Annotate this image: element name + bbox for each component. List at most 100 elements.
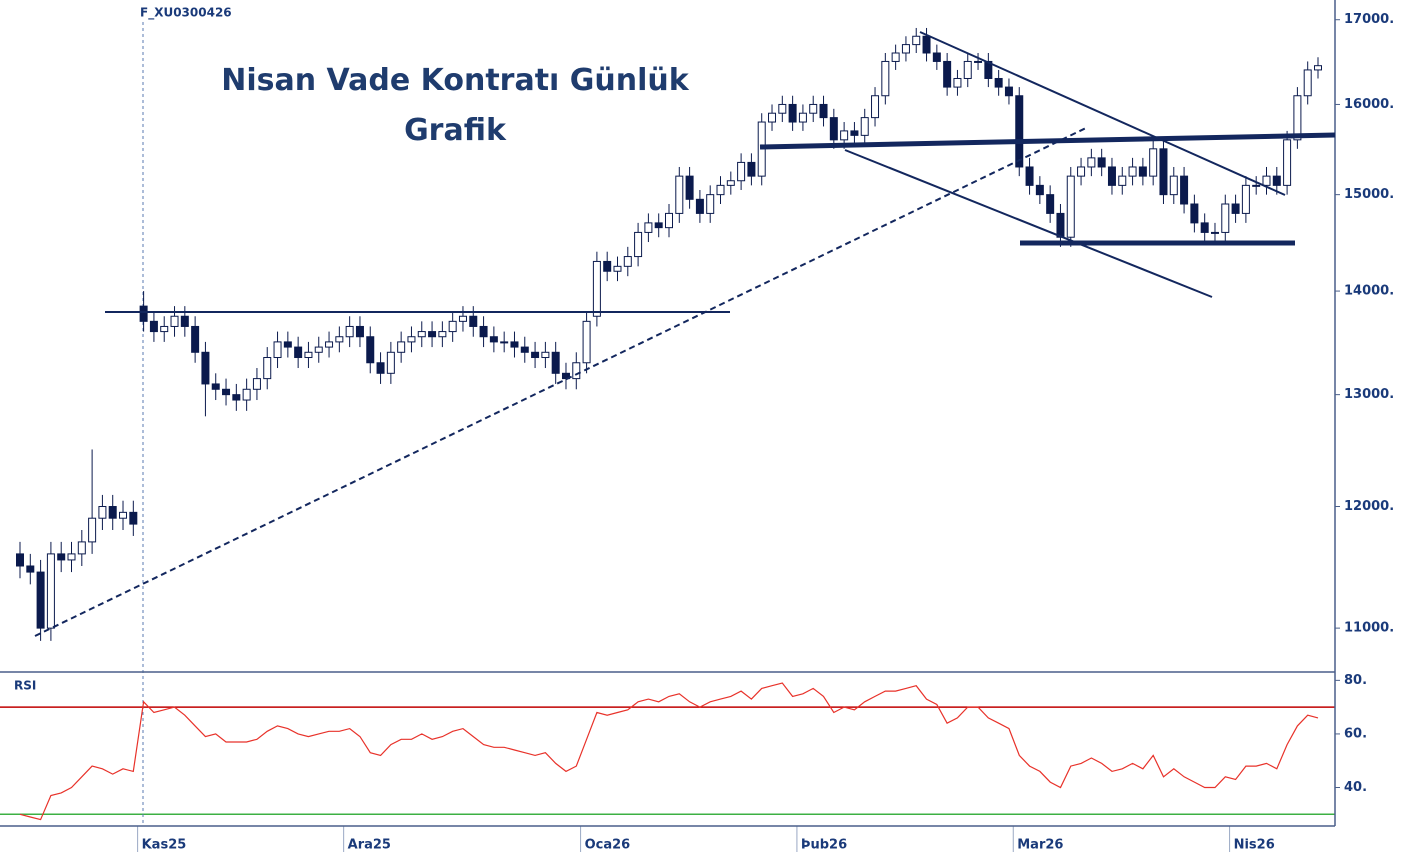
candle-body-up	[644, 222, 653, 233]
candle-body-up	[675, 175, 684, 214]
candle-body-up	[273, 341, 282, 359]
candle-body-up	[1314, 65, 1322, 71]
candle-body-down	[1097, 157, 1106, 168]
x-tick-label: Mar26	[1017, 838, 1063, 853]
candle-body-up	[77, 541, 86, 555]
candle-body-up	[778, 103, 787, 114]
rsi-label: RSI	[14, 679, 36, 693]
y-tick-label: 16000.	[1344, 97, 1394, 112]
candle-body-up	[397, 341, 406, 353]
plot-area: 11000. 12000. 13000. 14000. 15000. 16000. 1700…	[0, 12, 1394, 853]
candle-body-down	[1035, 184, 1044, 196]
candle-body-down	[108, 506, 117, 519]
candle-body-down	[489, 336, 498, 343]
candle-body-up	[881, 60, 890, 97]
candle-body-up	[582, 320, 591, 364]
candle-body-up	[1241, 184, 1250, 214]
y-tick-label: 11000.	[1344, 621, 1394, 636]
y-tick-label: 14000.	[1344, 284, 1394, 299]
channel-bottom	[844, 149, 1213, 298]
candle-body-down	[1025, 166, 1034, 186]
candle-body-down	[232, 394, 241, 401]
candle-body-down	[283, 341, 292, 348]
trendlines	[34, 31, 1336, 637]
x-tick-label: Þub26	[801, 838, 847, 853]
candle-body-down	[294, 346, 303, 359]
candle-body-up	[1087, 157, 1096, 168]
candle-body-down	[1107, 166, 1116, 186]
candle-body-up	[623, 256, 632, 267]
candle-body-up	[1128, 166, 1137, 177]
candle-body-up	[314, 346, 323, 353]
rsi-line	[19, 682, 1319, 821]
chart-title: Nisan Vade Kontratı Günlük Grafik	[221, 63, 689, 148]
candle-body-up	[345, 325, 354, 338]
candle-body-up	[1077, 166, 1086, 177]
candle-body-up	[88, 517, 97, 543]
candle-body-up	[726, 180, 735, 186]
candle-body-down	[222, 388, 231, 396]
candle-body-down	[428, 331, 437, 338]
candle-body-down	[788, 103, 797, 123]
candle-body-down	[603, 260, 612, 272]
candle-body-up	[119, 511, 128, 519]
candle-body-up	[1066, 175, 1075, 238]
candle-body-up	[1210, 231, 1219, 234]
candle-body-up	[1169, 175, 1178, 196]
candle-body-up	[541, 351, 550, 359]
candle-body-down	[1190, 203, 1199, 224]
candle-body-down	[510, 341, 519, 348]
candle-body-down	[932, 52, 941, 62]
candle-body-down	[1015, 95, 1024, 168]
candle-body-up	[953, 77, 962, 88]
candle-body-up	[706, 194, 715, 214]
candle-body-up	[448, 320, 457, 333]
candle-body-up	[1293, 95, 1302, 141]
candle-body-down	[479, 325, 488, 338]
candle-body-up	[325, 341, 334, 348]
candle-body-down	[994, 77, 1003, 88]
candle-body-up	[438, 331, 447, 338]
candle-body-up	[891, 52, 900, 62]
candle-body-up	[458, 315, 467, 322]
candle-body-up	[963, 60, 972, 79]
candle-body-up	[98, 506, 107, 519]
candle-body-down	[201, 351, 210, 385]
candle-body-down	[1056, 212, 1065, 238]
candle-body-down	[1138, 166, 1147, 177]
candle-body-down	[16, 553, 24, 567]
candle-body-down	[850, 130, 859, 136]
candle-body-down	[191, 325, 200, 353]
candle-body-up	[386, 351, 395, 374]
instrument-label: F_XU0300426	[140, 6, 232, 21]
candle-body-down	[943, 60, 952, 88]
candle-body-down	[520, 346, 529, 353]
candle-body-up	[592, 260, 601, 317]
candle-body-down	[149, 320, 158, 333]
candle-body-down	[1200, 222, 1209, 233]
candle-body-up	[809, 103, 818, 114]
candle-body-down	[654, 222, 663, 229]
candle-body-up	[901, 44, 910, 54]
x-tick-label: Ara25	[348, 838, 391, 853]
rsi-tick-label: 40.	[1344, 780, 1367, 795]
candle-body-up	[304, 351, 313, 359]
candle-body-up	[840, 130, 849, 141]
x-tick-label: Kas25	[142, 838, 187, 853]
candle-body-down	[551, 351, 560, 374]
candle-body-up	[335, 336, 344, 343]
candle-body-up	[572, 362, 581, 380]
candle-body-up	[974, 60, 983, 63]
candle-body-up	[407, 336, 416, 343]
candle-body-down	[685, 175, 694, 200]
y-tick-label: 15000.	[1344, 187, 1394, 202]
candle-body-up	[1221, 203, 1230, 233]
candle-body-down	[180, 315, 189, 327]
candle-body-up	[871, 95, 880, 119]
candle-body-up	[160, 325, 169, 333]
candle-body-down	[469, 315, 478, 327]
candle-body-down	[1046, 194, 1055, 214]
